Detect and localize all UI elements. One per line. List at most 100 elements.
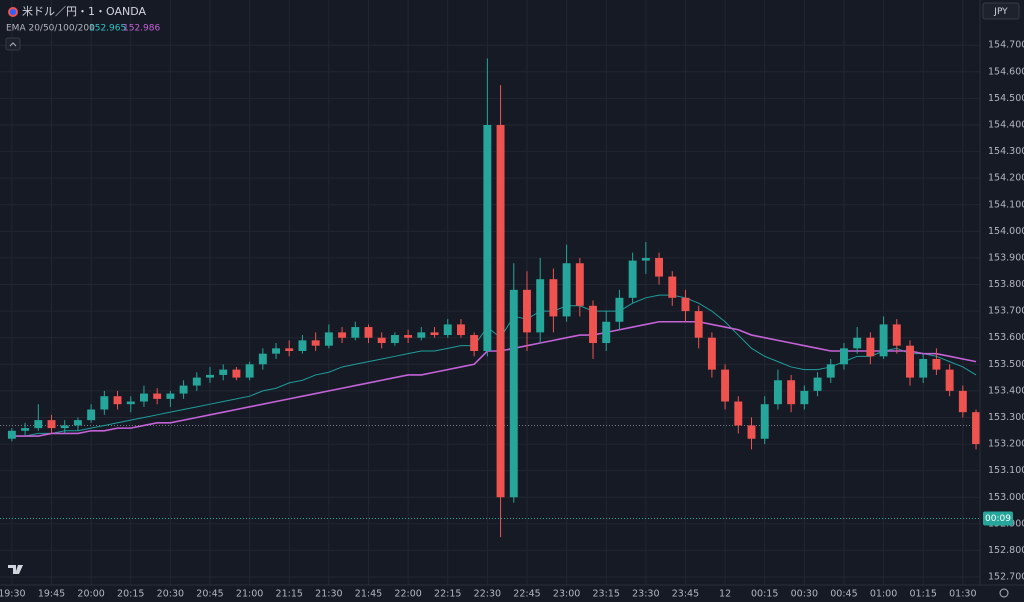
candle-body [655,257,664,277]
y-tick-label: 154.400 [988,119,1024,130]
candle-body [126,401,135,405]
candle-body [853,337,862,349]
x-tick-label: 21:00 [236,589,263,600]
candle-body [100,396,109,410]
x-tick-label: 19:30 [0,589,26,600]
indicator-label[interactable]: EMA 20/50/100/200 [6,24,95,34]
candle-body [747,425,756,439]
x-tick-label: 19:45 [38,589,65,600]
indicator-value: 152.986 [123,24,160,34]
candle-body [73,420,82,426]
logo[interactable] [8,565,23,574]
x-tick-label: 22:45 [513,589,540,600]
candle-body [496,124,505,498]
candle-body [258,353,267,365]
x-tick-label: 20:15 [117,589,144,600]
candle-body [906,345,914,378]
candle-body [694,311,703,338]
y-tick-label: 153.300 [988,412,1024,423]
x-tick-label: 23:30 [632,589,659,600]
candle-body [483,124,492,352]
candle-body [575,263,584,306]
y-tick-label: 154.500 [988,93,1024,104]
collapse-icon [9,42,17,47]
indicator-value: 152.965 [89,24,126,34]
candle-body [879,324,888,357]
currency-button[interactable] [982,2,1020,20]
y-tick-label: 153.000 [988,492,1024,503]
candle-body [219,369,228,375]
y-tick-label: 153.900 [988,252,1024,263]
ema-line [11,294,977,437]
x-tick-label: 23:00 [553,589,580,600]
candle-body [773,380,782,405]
x-tick-label: 20:45 [196,589,223,600]
candle-body [826,364,835,378]
y-tick-label: 153.100 [988,465,1024,476]
candle-body [113,396,122,405]
y-tick-label: 154.200 [988,173,1024,184]
candle-body [364,327,373,338]
x-tick-label: 01:30 [949,589,976,600]
candle-body [641,257,650,261]
y-tick-label: 152.800 [988,545,1024,556]
candle-body [443,324,452,336]
candle-body [324,332,333,346]
y-tick-label: 153.200 [988,439,1024,450]
y-tick-label: 154.700 [988,40,1024,51]
settings-button[interactable] [999,588,1009,598]
x-tick-label: 00:45 [830,589,857,600]
candle-body [206,374,214,378]
currency-label: JPY [993,7,1008,17]
candle-body [21,428,30,431]
plot [0,58,980,538]
x-tick-label: 23:15 [593,589,620,600]
candle-body [311,340,320,346]
candle-body [272,348,280,354]
candle-body [7,430,16,439]
candle-body [377,337,386,344]
symbol-title[interactable]: 米ドル／円・1・OANDA [22,5,146,18]
candle-body [668,276,677,298]
candle-body [945,369,954,391]
candle-body [549,279,558,317]
candle-body [179,385,188,394]
candle-body [404,335,413,338]
x-tick-label: 22:00 [394,589,421,600]
collapse-button[interactable] [5,37,21,51]
y-tick-label: 154.100 [988,199,1024,210]
candle-body [892,324,901,346]
candle-body [734,401,743,426]
candle-body [47,420,56,429]
candle-body [721,369,730,402]
candle-body [760,404,769,439]
y-tick-label: 153.800 [988,279,1024,290]
candle-body [866,337,875,357]
candle-body [681,297,690,312]
candle-body [523,289,531,333]
candle-body [232,369,241,378]
countdown-badge [983,511,1013,526]
candle-body [589,305,597,344]
candle-body [140,393,148,402]
candle-body [285,348,294,351]
candle-body [456,324,465,336]
x-tick-label: 21:45 [355,589,382,600]
y-tick-label: 153.700 [988,306,1024,317]
candle-body [87,409,96,421]
x-tick-label: 00:30 [791,589,818,600]
candle-body [351,327,360,338]
candle-body [840,348,848,365]
y-tick-label: 153.500 [988,359,1024,370]
candle-body [60,425,69,429]
x-tick-label: 20:00 [77,589,104,600]
x-tick-label: 22:15 [434,589,461,600]
candle-body [536,279,545,333]
candle-body [628,260,637,298]
candle-body [192,377,201,386]
candle-body [166,393,175,399]
candle-body [509,289,518,498]
countdown-label: 00:09 [985,514,1011,524]
symbol-icon-inner [10,9,16,15]
